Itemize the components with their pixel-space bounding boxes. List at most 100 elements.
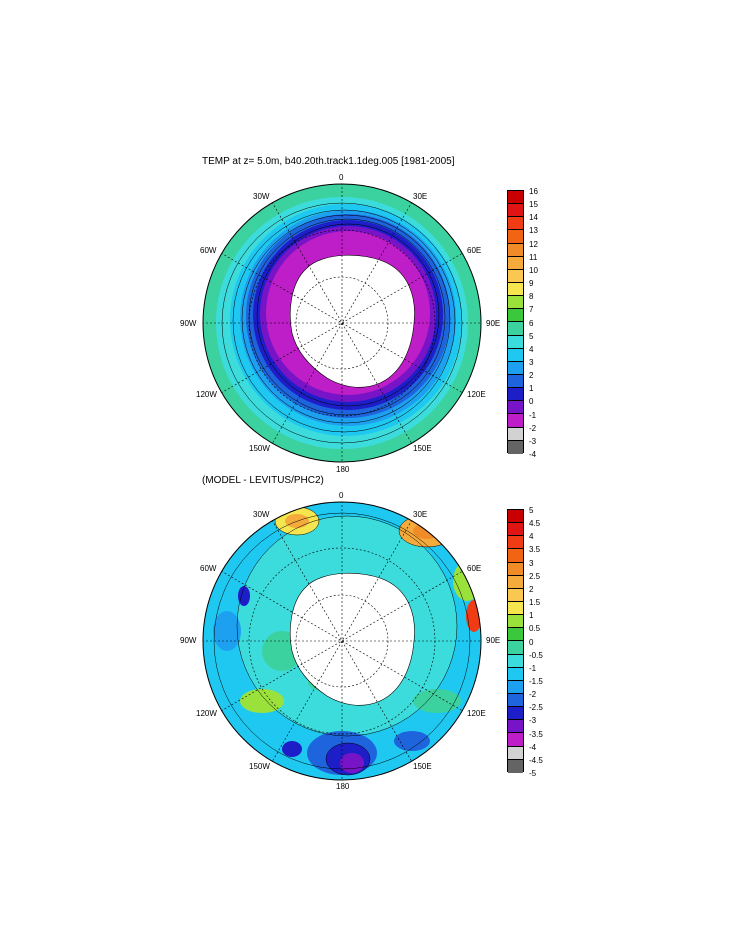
colorbar-swatch xyxy=(508,720,523,734)
panel2-colorbar xyxy=(507,509,524,773)
colorbar-tick-label: 6 xyxy=(529,318,534,328)
colorbar-tick-label: -1.5 xyxy=(529,676,543,686)
colorbar-swatch xyxy=(508,523,523,537)
colorbar-tick-label: 4.5 xyxy=(529,519,541,529)
panel1-title: TEMP at z= 5.0m, b40.20th.track1.1deg.00… xyxy=(202,156,455,167)
panel1-lon-30e: 30E xyxy=(413,192,428,201)
colorbar-tick-label: -1 xyxy=(529,410,537,420)
panel2-lon-60e: 60E xyxy=(467,564,482,573)
colorbar-swatch xyxy=(508,335,523,349)
antarctica-landmass xyxy=(290,572,415,706)
panel1-colorbar-labels: 16 15 14 13 12 11 10 9 8 7 6 5 4 3 2 1 0 -1 -2 -3 -4 xyxy=(529,187,549,459)
colorbar-swatch xyxy=(508,309,523,323)
antarctica-landmass xyxy=(290,254,415,388)
panel2-lon-150e: 150E xyxy=(413,762,432,771)
colorbar-tick-label: 11 xyxy=(529,252,538,262)
colorbar-tick-label: 2 xyxy=(529,371,534,381)
panel1-lon-150e: 150E xyxy=(413,444,432,453)
colorbar-swatch xyxy=(508,374,523,389)
colorbar-swatch xyxy=(508,191,523,205)
colorbar-tick-label: 8 xyxy=(529,292,534,302)
colorbar-tick-label: 2 xyxy=(529,584,534,594)
colorbar-tick-label: 0.5 xyxy=(529,624,541,634)
colorbar-tick-label: 10 xyxy=(529,265,538,275)
colorbar-tick-label: 5 xyxy=(529,506,534,515)
colorbar-swatch xyxy=(508,256,523,270)
panel2-title: (MODEL - LEVITUS/PHC2) xyxy=(202,475,324,486)
colorbar-tick-label: -2.5 xyxy=(529,703,543,713)
panel2-colorbar-labels: 5 4.5 4 3.5 3 2.5 2 1.5 1 0.5 0 -0.5 -1 -1.5 -2 -2.5 -3 -… xyxy=(529,506,549,778)
panel1-polar-map xyxy=(202,183,482,463)
colorbar-swatch xyxy=(508,707,523,721)
colorbar-tick-label: 1 xyxy=(529,384,534,394)
panel2-lon-120e: 120E xyxy=(467,709,486,718)
colorbar-tick-label: 0 xyxy=(529,397,534,407)
colorbar-swatch xyxy=(508,440,523,454)
colorbar-swatch xyxy=(508,615,523,629)
colorbar-tick-label: -0.5 xyxy=(529,650,543,660)
panel1-lon-90w: 90W xyxy=(180,319,197,328)
colorbar-swatch xyxy=(508,549,523,563)
colorbar-swatch xyxy=(508,269,523,283)
panel2-lon-90e: 90E xyxy=(486,636,501,645)
colorbar-swatch xyxy=(508,282,523,297)
colorbar-tick-label: 13 xyxy=(529,226,538,236)
colorbar-swatch xyxy=(508,588,523,602)
colorbar-tick-label: 4 xyxy=(529,344,534,354)
colorbar-swatch xyxy=(508,601,523,616)
colorbar-swatch xyxy=(508,667,523,681)
colorbar-tick-label: 15 xyxy=(529,200,538,210)
colorbar-swatch xyxy=(508,401,523,415)
colorbar-swatch xyxy=(508,388,523,402)
colorbar-swatch xyxy=(508,746,523,760)
colorbar-swatch xyxy=(508,759,523,773)
colorbar-swatch xyxy=(508,641,523,655)
colorbar-tick-label: 16 xyxy=(529,187,538,196)
colorbar-swatch xyxy=(508,562,523,576)
colorbar-tick-label: 5 xyxy=(529,331,534,341)
panel1-lon-120e: 120E xyxy=(467,390,486,399)
colorbar-swatch xyxy=(508,427,523,441)
panel2-lon-150w: 150W xyxy=(249,762,270,771)
colorbar-tick-label: 1.5 xyxy=(529,598,541,608)
panel1-lon-60w: 60W xyxy=(200,246,217,255)
colorbar-tick-label: -5 xyxy=(529,769,537,778)
colorbar-tick-label: 3 xyxy=(529,357,534,367)
colorbar-swatch xyxy=(508,680,523,694)
colorbar-swatch xyxy=(508,414,523,428)
colorbar-swatch xyxy=(508,575,523,589)
colorbar-swatch xyxy=(508,296,523,310)
colorbar-swatch xyxy=(508,230,523,244)
colorbar-tick-label: 9 xyxy=(529,279,534,289)
colorbar-swatch xyxy=(508,243,523,257)
colorbar-swatch xyxy=(508,510,523,524)
colorbar-swatch xyxy=(508,654,523,668)
colorbar-tick-label: -4 xyxy=(529,742,537,752)
panel1-lon-0: 0 xyxy=(339,173,344,182)
colorbar-tick-label: -3 xyxy=(529,716,537,726)
colorbar-tick-label: 1 xyxy=(529,611,534,621)
colorbar-tick-label: 3 xyxy=(529,558,534,568)
panel1-lon-60e: 60E xyxy=(467,246,482,255)
colorbar-tick-label: -3.5 xyxy=(529,729,543,739)
colorbar-swatch xyxy=(508,322,523,336)
colorbar-tick-label: -4.5 xyxy=(529,755,543,765)
panel2-polar-map xyxy=(202,501,482,781)
panel1-colorbar xyxy=(507,190,524,454)
colorbar-swatch xyxy=(508,693,523,708)
panel2-lon-0: 0 xyxy=(339,491,344,500)
colorbar-swatch xyxy=(508,733,523,747)
colorbar-tick-label: -2 xyxy=(529,423,537,433)
colorbar-tick-label: -2 xyxy=(529,690,537,700)
colorbar-swatch xyxy=(508,217,523,231)
colorbar-tick-label: 12 xyxy=(529,239,538,249)
colorbar-tick-label: -1 xyxy=(529,663,537,673)
colorbar-tick-label: 0 xyxy=(529,637,534,647)
panel2-lon-180: 180 xyxy=(336,782,350,791)
panel1-lon-150w: 150W xyxy=(249,444,270,453)
colorbar-swatch xyxy=(508,348,523,362)
panel2-lon-120w: 120W xyxy=(196,709,217,718)
colorbar-tick-label: -3 xyxy=(529,436,537,446)
colorbar-tick-label: 14 xyxy=(529,213,538,223)
colorbar-tick-label: 7 xyxy=(529,305,534,315)
